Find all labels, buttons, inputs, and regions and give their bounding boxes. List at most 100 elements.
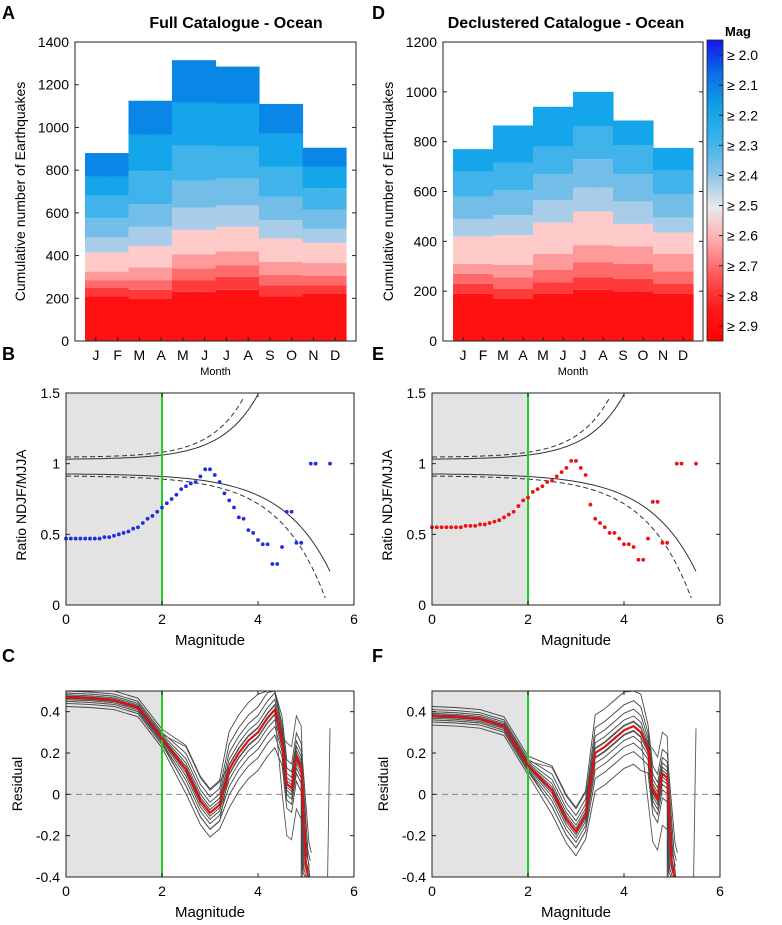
ratio-point — [188, 481, 193, 486]
ratio-point — [650, 499, 655, 504]
y-axis-label: Cumulative number of Earthquakes — [12, 82, 28, 301]
bar-segment — [473, 196, 494, 219]
bar-segment — [237, 226, 260, 252]
ratio-point — [116, 532, 121, 537]
x-axis-label: Magnitude — [175, 904, 245, 921]
bar-segment — [215, 146, 238, 179]
bar-segment — [493, 288, 514, 299]
x-axis-label: Magnitude — [541, 904, 611, 921]
x-tick-label: 0 — [428, 611, 436, 627]
bar-segment — [613, 174, 634, 202]
bar-segment — [128, 226, 151, 246]
x-tick-label: M — [497, 347, 509, 363]
bar-segment — [237, 103, 260, 147]
y-tick-label: -0.4 — [36, 869, 60, 885]
x-tick-label: J — [580, 347, 587, 363]
bar-segment — [553, 106, 574, 147]
bar-segment — [553, 146, 574, 175]
bar-segment — [128, 280, 151, 290]
ratio-point — [68, 536, 73, 541]
ratio-point — [434, 525, 439, 530]
bar-segment — [106, 296, 130, 341]
bar-segment — [533, 282, 554, 294]
ratio-point — [463, 523, 468, 528]
bar-segment — [653, 293, 674, 341]
bar-segment — [280, 133, 304, 167]
bar-segment — [193, 291, 217, 341]
bar-segment — [613, 263, 634, 279]
x-tick-label: 6 — [716, 883, 724, 899]
x-tick-label: N — [658, 347, 668, 363]
bar-segment — [280, 285, 304, 297]
bootstrap-residual-line — [65, 700, 309, 878]
bar-segment — [215, 178, 238, 206]
y-tick-label: 0.2 — [407, 745, 427, 761]
bar-segment — [128, 298, 151, 341]
x-tick-label: 2 — [158, 883, 166, 899]
ratio-point — [212, 473, 217, 477]
bar-segment — [302, 275, 325, 286]
bar-segment — [533, 222, 554, 254]
y-tick-label: 0 — [429, 333, 437, 349]
bootstrap-residual-line — [431, 700, 677, 862]
bar-segment — [593, 277, 614, 290]
y-tick-label: 200 — [414, 283, 438, 299]
ratio-point — [126, 529, 131, 534]
ratio-point — [631, 545, 636, 549]
ratio-point — [155, 509, 160, 514]
bar-segment — [453, 283, 474, 294]
ratio-point — [203, 467, 208, 472]
x-tick-label: 4 — [254, 611, 262, 627]
bar-segment — [673, 232, 694, 254]
ratio-point — [164, 501, 169, 506]
bar-segment — [215, 289, 238, 341]
axes-frame — [65, 392, 355, 606]
y-tick-label: 1000 — [38, 119, 69, 135]
bar-segment — [553, 222, 574, 254]
y-tick-label: 0 — [52, 786, 60, 802]
ratio-point — [121, 531, 126, 535]
bar-segment — [613, 201, 634, 224]
x-tick-label: D — [678, 347, 688, 363]
bar-segment — [513, 277, 534, 289]
bar-segment — [215, 66, 238, 104]
bar-segment — [324, 166, 347, 189]
bar-segment — [215, 226, 238, 252]
bar-segment — [473, 263, 494, 274]
x-axis-label: Month — [200, 366, 231, 378]
bar-segment — [193, 229, 217, 255]
ratio-point — [107, 535, 112, 540]
bar-segment — [280, 103, 304, 134]
bar-segment — [172, 207, 195, 230]
bar-segment — [215, 276, 238, 290]
bar-segment — [324, 242, 347, 264]
bar-segment — [513, 235, 534, 266]
ratio-point — [482, 522, 487, 527]
y-tick-label: 1200 — [406, 34, 437, 50]
bar-segment — [673, 217, 694, 233]
ratio-point — [299, 540, 304, 545]
ratio-point — [217, 480, 222, 484]
colorbar-label: ≥ 2.1 — [727, 77, 758, 93]
bar-segment — [493, 162, 514, 191]
bar-segment — [302, 263, 325, 276]
bar-segment — [573, 91, 594, 127]
ratio-point — [97, 536, 102, 541]
bar-segment — [453, 171, 474, 197]
ratio-point — [569, 458, 574, 463]
bar-segment — [85, 252, 108, 272]
x-tick-label: F — [113, 347, 122, 363]
x-tick-label: 6 — [350, 883, 358, 899]
bar-segment — [533, 200, 554, 223]
bar-segment — [653, 232, 674, 254]
bar-segment — [128, 204, 151, 227]
bar-segment — [150, 171, 173, 205]
bar-segment — [573, 211, 594, 246]
bar-segment — [453, 263, 474, 274]
bar-segment — [553, 269, 574, 283]
ratio-point — [593, 516, 598, 521]
x-tick-label: 4 — [620, 883, 628, 899]
bar-segment — [280, 220, 304, 239]
panel-letter-e: E — [372, 344, 384, 364]
bar-segment — [513, 298, 534, 341]
